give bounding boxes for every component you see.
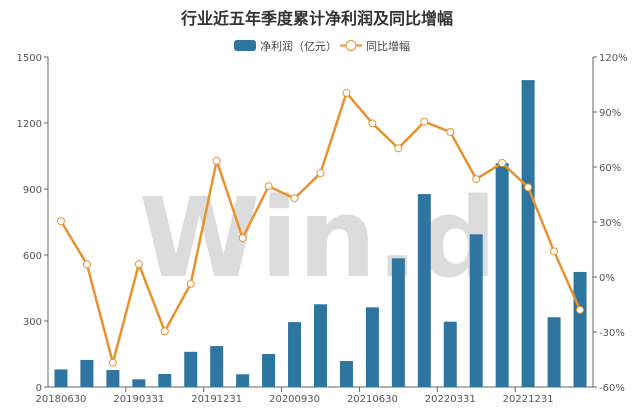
- bar-20220930: [495, 163, 509, 387]
- bar-20200930: [288, 322, 302, 387]
- y-right-tick-label: 120%: [599, 53, 628, 64]
- growth-point-20210930: [394, 144, 403, 153]
- legend-bar-label: 净利润（亿元）: [260, 39, 337, 53]
- bar-20181231: [106, 370, 120, 387]
- y-left-tick-label: 300: [23, 317, 42, 328]
- x-tick-label: 20220331: [425, 394, 476, 405]
- x-tick-label: 20190331: [113, 394, 164, 405]
- bar-20230630: [573, 271, 587, 387]
- bar-20210331: [339, 361, 353, 387]
- y-right-tick-label: 90%: [599, 108, 621, 119]
- x-tick-label: 20180630: [36, 394, 87, 405]
- growth-point-20200630: [264, 182, 273, 191]
- growth-point-20181231: [108, 358, 117, 367]
- bar-20190930: [184, 351, 198, 387]
- y-right-tick-label: 30%: [599, 218, 621, 229]
- growth-point-20180930: [82, 260, 91, 269]
- chart-title: 行业近五年季度累计净利润及同比增幅: [180, 9, 453, 28]
- growth-point-20190630: [160, 327, 169, 336]
- growth-point-20200930: [290, 194, 299, 203]
- x-tick-label: 20221231: [503, 394, 554, 405]
- y-left-tick-label: 900: [23, 185, 42, 196]
- x-tick-label: 20200930: [269, 394, 320, 405]
- y-left-tick-label: 0: [36, 383, 42, 394]
- bar-20180630: [54, 369, 68, 387]
- legend-line-marker: [345, 40, 357, 51]
- y-right-tick-label: 60%: [599, 163, 621, 174]
- bar-20220331: [443, 321, 457, 387]
- bar-20211231: [417, 194, 431, 387]
- growth-point-20230331: [550, 247, 559, 256]
- growth-point-20191231: [212, 156, 221, 165]
- bar-20200630: [262, 354, 276, 387]
- y-right-tick-label: 0%: [599, 273, 615, 284]
- y-left-tick-label: 1200: [17, 119, 42, 130]
- growth-point-20220630: [472, 175, 481, 184]
- bar-20230331: [547, 317, 561, 387]
- growth-point-20201231: [316, 169, 325, 178]
- bar-20200331: [236, 374, 250, 387]
- bar-20190331: [132, 379, 146, 387]
- growth-point-20211231: [420, 117, 429, 126]
- growth-point-20210630: [368, 119, 377, 128]
- bar-20220630: [469, 234, 483, 387]
- growth-point-20221231: [524, 183, 533, 192]
- y-right-tick-label: -60%: [599, 383, 625, 394]
- growth-point-20190930: [186, 279, 195, 288]
- growth-point-20190331: [134, 260, 143, 269]
- bar-20221231: [521, 80, 535, 387]
- legend: 净利润（亿元） 同比增幅: [234, 39, 410, 53]
- growth-point-20220930: [498, 158, 507, 167]
- growth-point-20180630: [56, 217, 65, 226]
- growth-point-20210331: [342, 88, 351, 97]
- growth-point-20230630: [576, 305, 585, 314]
- y-right-tick-label: -30%: [599, 328, 625, 339]
- bar-20201231: [314, 304, 327, 387]
- growth-point-20220331: [446, 127, 455, 136]
- bar-20210630: [365, 307, 379, 387]
- watermark-logo: Win.d: [139, 174, 497, 302]
- legend-bar-swatch: [234, 40, 256, 51]
- bar-20190630: [158, 374, 172, 387]
- y-left-tick-label: 1500: [17, 53, 42, 64]
- bar-20191231: [210, 346, 224, 387]
- bar-20210930: [391, 258, 405, 387]
- legend-line-label: 同比增幅: [366, 39, 410, 53]
- y-left-tick-label: 600: [23, 251, 42, 262]
- x-tick-label: 20191231: [191, 394, 242, 405]
- growth-point-20200331: [238, 233, 247, 242]
- bar-20180930: [80, 359, 94, 387]
- x-tick-label: 20210630: [347, 394, 398, 405]
